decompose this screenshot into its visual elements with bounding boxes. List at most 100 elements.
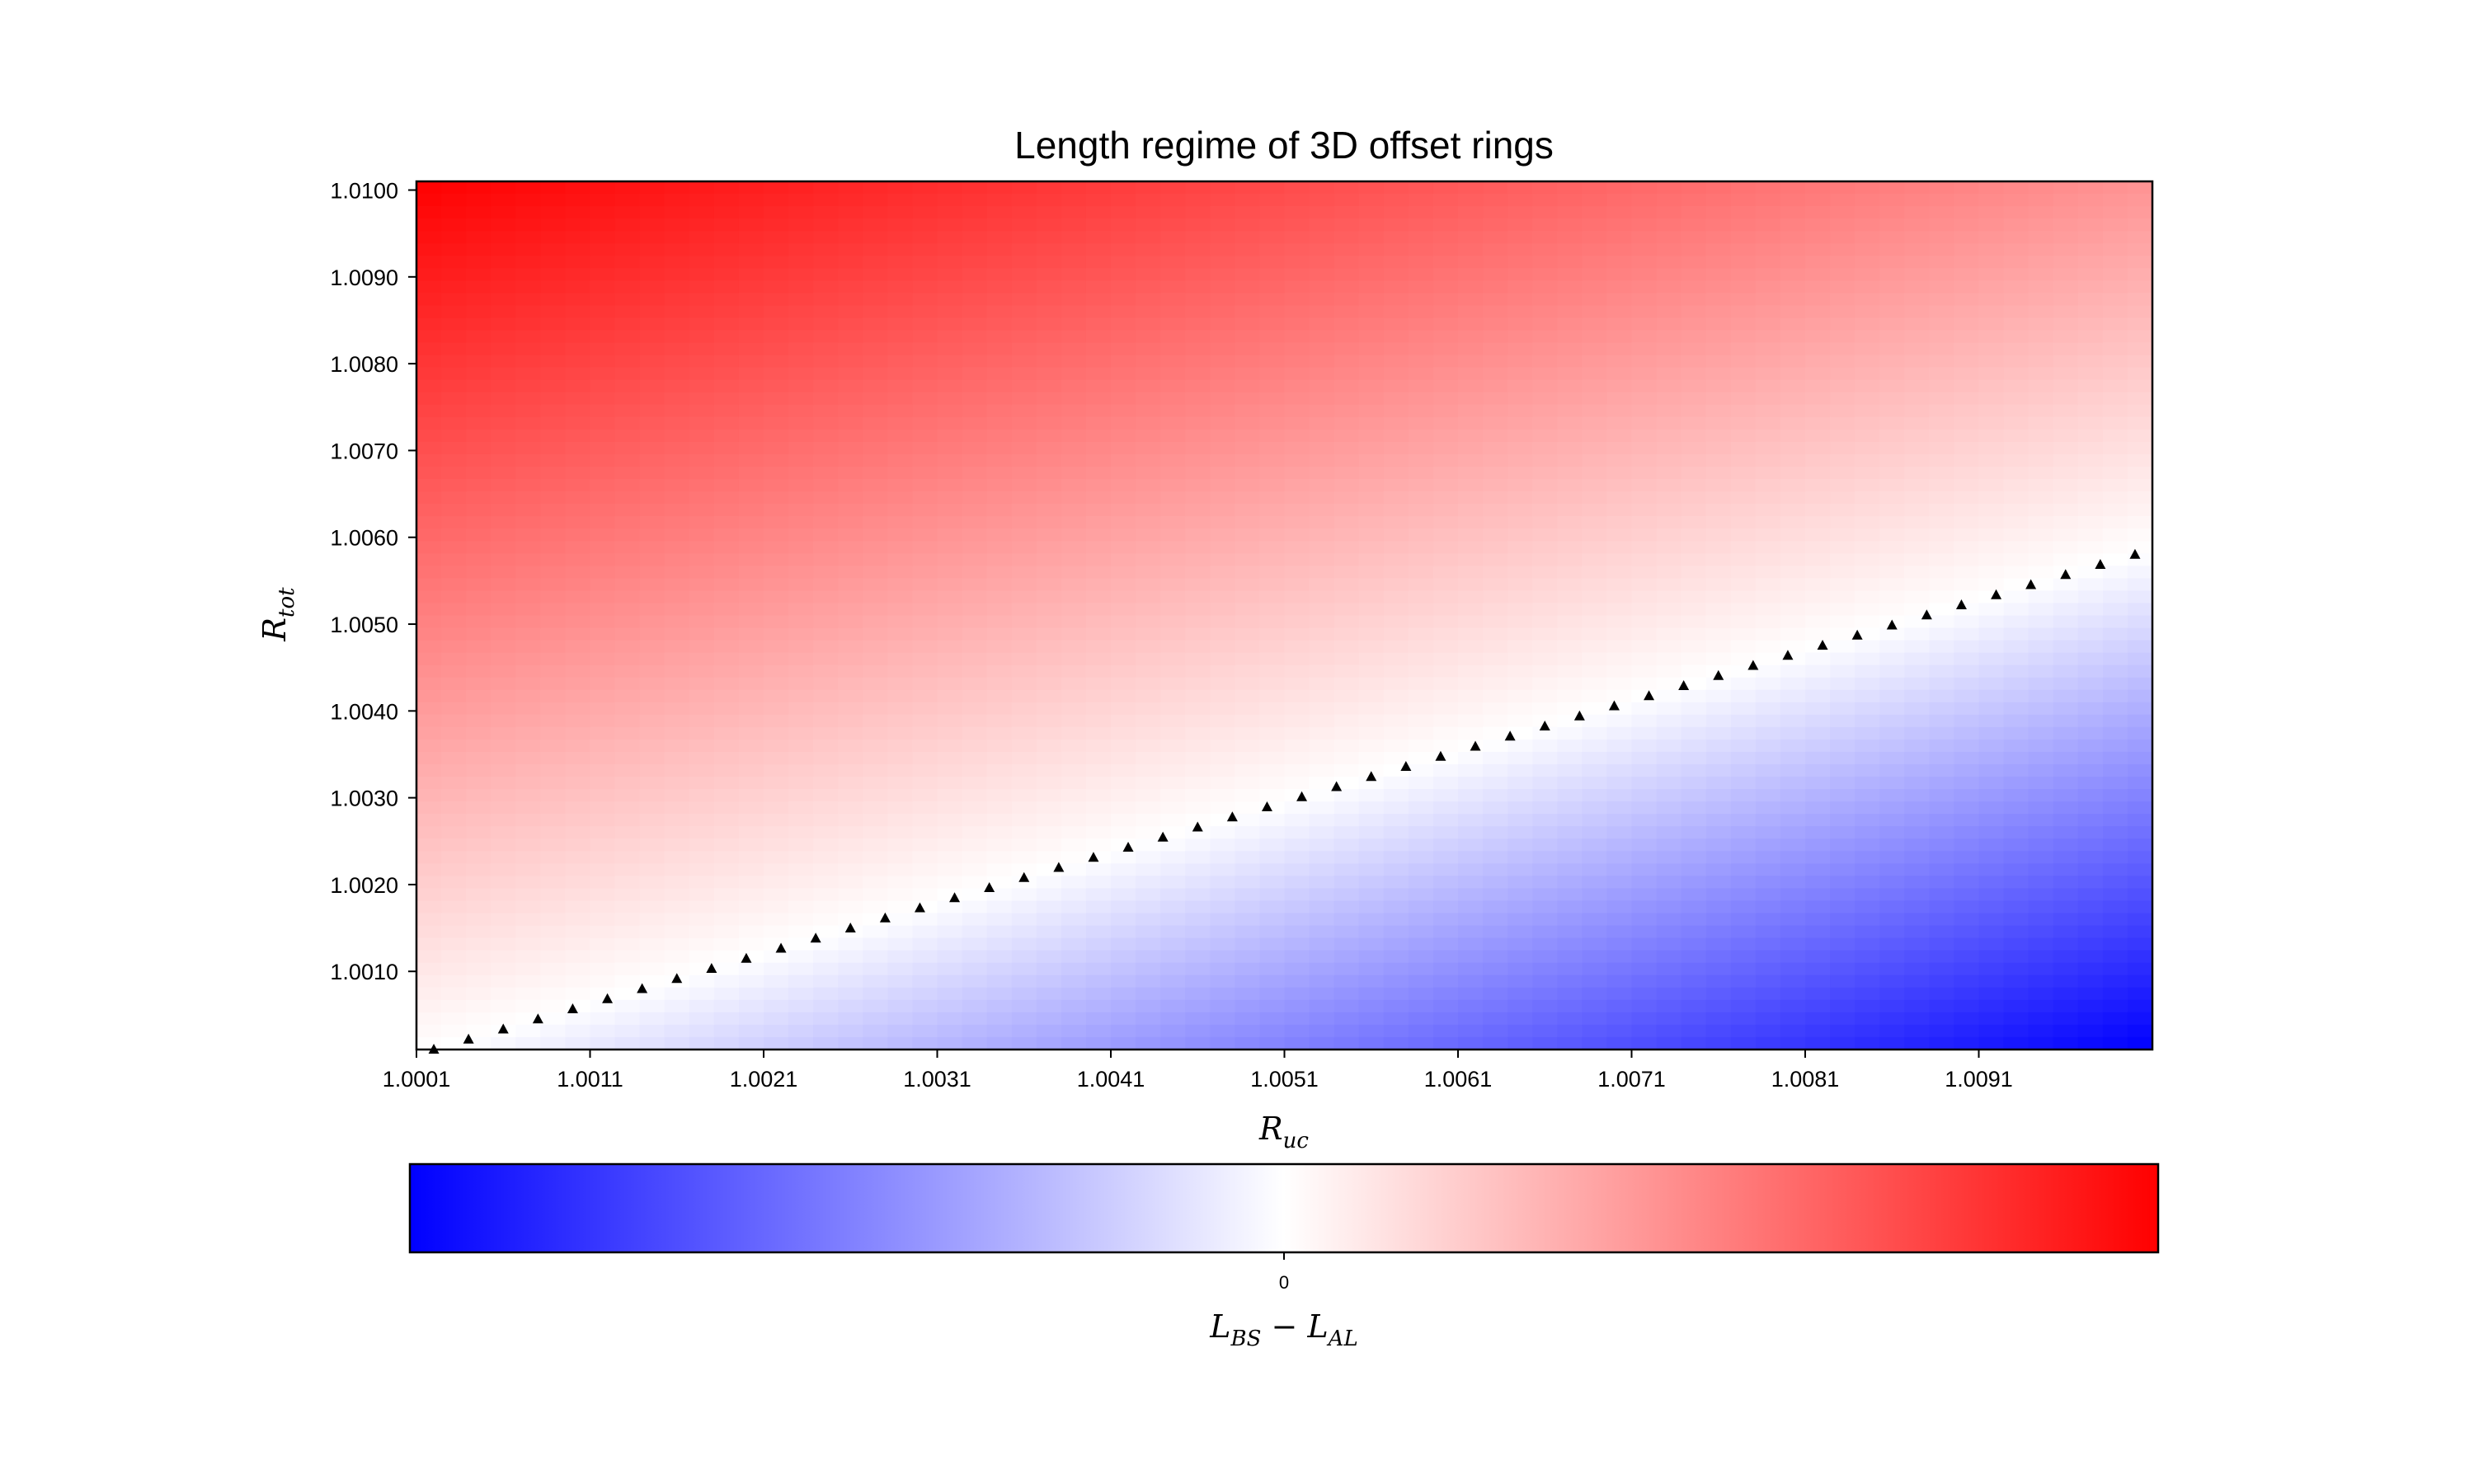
heatmap-cell [1284,293,1310,307]
heatmap-cell [491,714,517,728]
heatmap-cell [515,962,542,976]
heatmap-cell [491,231,517,245]
heatmap-cell [1656,826,1682,840]
heatmap-cell [1557,888,1583,902]
heatmap-cell [1333,876,1360,890]
heatmap-cell [416,1036,442,1050]
heatmap-cell [1333,491,1360,505]
heatmap-cell [1606,491,1633,505]
heatmap-cell [788,652,814,666]
heatmap-cell [912,491,938,505]
heatmap-cell [887,566,914,580]
heatmap-cell [2028,367,2054,381]
heatmap-cell [764,726,789,740]
heatmap-cell [1284,826,1310,840]
heatmap-cell [1532,851,1559,865]
heatmap-cell [1210,888,1236,902]
heatmap-cell [441,466,467,480]
heatmap-cell [1805,590,1831,604]
heatmap-cell [986,553,1013,567]
heatmap-cell [1681,987,1707,1001]
heatmap-cell [1755,665,1781,679]
heatmap-cell [863,218,889,232]
heatmap-cell [1432,838,1459,852]
heatmap-cell [2003,726,2030,740]
heatmap-cell [1606,801,1633,815]
heatmap-cell [1483,590,1508,604]
heatmap-cell [565,317,591,331]
heatmap-cell [1160,553,1187,567]
heatmap-cell [1805,627,1831,641]
heatmap-cell [1185,714,1211,728]
heatmap-cell [2003,764,2030,777]
heatmap-cell [1830,280,1856,294]
heatmap-cell [813,231,840,245]
heatmap-cell [664,739,690,753]
heatmap-cell [1730,888,1757,902]
heatmap-cell [912,342,938,356]
heatmap-cell [590,689,616,703]
heatmap-cell [416,231,442,245]
heatmap-cell [441,504,467,517]
heatmap-cell [1036,181,1062,195]
heatmap-cell [1855,726,1881,740]
heatmap-cell [1210,962,1236,976]
heatmap-cell [2053,404,2079,418]
heatmap-cell [887,441,914,455]
heatmap-cell [1432,466,1459,480]
heatmap-cell [1136,231,1161,245]
heatmap-cell [1432,801,1459,815]
heatmap-cell [1855,987,1881,1001]
heatmap-cell [887,553,914,567]
heatmap-cell [764,243,789,257]
heatmap-cell [2028,416,2054,430]
heatmap-cell [1879,665,1906,679]
heatmap-cell [664,466,690,480]
heatmap-cell [1532,379,1559,393]
heatmap-cell [788,553,814,567]
heatmap-cell [1681,404,1707,418]
heatmap-cell [887,479,914,492]
heatmap-cell [863,541,889,555]
heatmap-cell [540,764,567,777]
heatmap-cell [1358,764,1385,777]
heatmap-cell [1210,937,1236,951]
heatmap-cell [491,999,517,1013]
heatmap-cell [1557,999,1583,1013]
heatmap-cell [1061,280,1087,294]
heatmap-cell [863,851,889,865]
heatmap-cell [441,999,467,1013]
heatmap-cell [1606,553,1633,567]
heatmap-cell [1036,801,1062,815]
heatmap-cell [1830,453,1856,467]
heatmap-cell [1681,416,1707,430]
heatmap-cell [1408,553,1434,567]
heatmap-cell [2127,627,2152,641]
heatmap-cell [491,504,517,517]
heatmap-cell [1061,777,1087,790]
heatmap-cell [1954,268,1980,282]
heatmap-cell [986,615,1013,629]
heatmap-cell [1210,1036,1236,1050]
y-tick-label: 1.0100 [330,179,398,204]
heatmap-cell [1061,342,1087,356]
heatmap-cell [1085,913,1112,927]
heatmap-cell [1855,888,1881,902]
heatmap-cell [1681,652,1707,666]
heatmap-cell [2003,1024,2030,1038]
heatmap-cell [1160,317,1187,331]
heatmap-cell [1085,256,1112,270]
heatmap-cell [1483,317,1508,331]
heatmap-cell [1532,243,1559,257]
heatmap-cell [1210,590,1236,604]
heatmap-cell [1111,367,1136,381]
heatmap-cell [1954,801,1980,815]
heatmap-cell [2077,789,2104,802]
heatmap-cell [1160,888,1187,902]
heatmap-cell [2053,181,2079,195]
heatmap-cell [1333,280,1360,294]
heatmap-cell [2003,243,2030,257]
heatmap-cell [2102,789,2128,802]
heatmap-cell [1061,665,1087,679]
heatmap-cell [1309,516,1335,529]
